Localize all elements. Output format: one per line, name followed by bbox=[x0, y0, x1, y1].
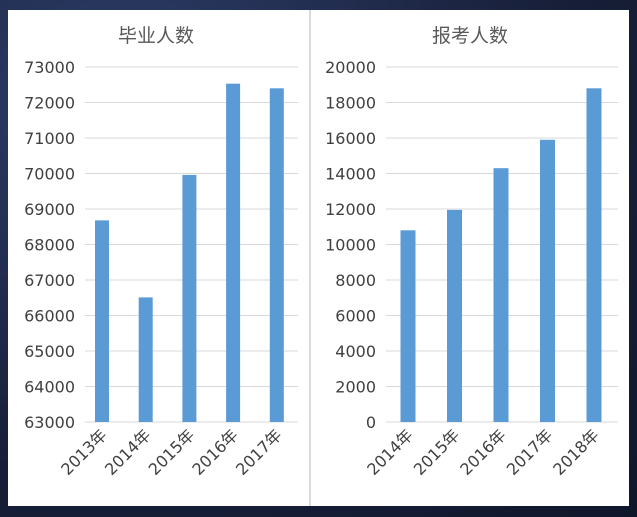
applicants-bar bbox=[400, 230, 416, 422]
applicants-bar bbox=[540, 139, 555, 422]
graduates-y-tick-label: 65000 bbox=[24, 342, 75, 361]
applicants-x-tick-label: 2018年 bbox=[549, 425, 603, 479]
applicants-y-tick-label: 10000 bbox=[325, 236, 376, 255]
applicants-y-tick-label: 20000 bbox=[325, 58, 376, 77]
graduates-y-tick-label: 72000 bbox=[24, 94, 75, 113]
graduates-x-tick-label: 2017年 bbox=[232, 425, 286, 479]
chart-panel-graduates bbox=[8, 10, 309, 506]
chart-title-graduates: 毕业人数 bbox=[118, 25, 194, 47]
applicants-y-tick-label: 6000 bbox=[335, 307, 376, 326]
applicants-y-tick-label: 8000 bbox=[335, 271, 376, 290]
graduates-x-tick-label: 2013年 bbox=[57, 425, 111, 479]
applicants-x-tick-label: 2017年 bbox=[503, 425, 557, 479]
graduates-x-tick-label: 2015年 bbox=[145, 425, 199, 479]
graduates-bar bbox=[95, 220, 109, 422]
applicants-y-tick-label: 0 bbox=[366, 413, 376, 432]
graduates-y-tick-label: 73000 bbox=[24, 58, 75, 77]
graduates-bar bbox=[138, 297, 153, 422]
graduates-x-tick-label: 2016年 bbox=[188, 425, 242, 479]
applicants-bar bbox=[586, 88, 602, 423]
graduates-y-tick-label: 64000 bbox=[24, 378, 75, 397]
applicants-y-tick-label: 4000 bbox=[335, 342, 376, 361]
applicants-y-tick-label: 14000 bbox=[325, 165, 376, 184]
graduates-bar bbox=[269, 88, 284, 423]
chart-panel-applicants bbox=[311, 10, 629, 506]
graduates-y-tick-label: 68000 bbox=[24, 236, 75, 255]
applicants-y-tick-label: 16000 bbox=[325, 129, 376, 148]
applicants-y-tick-label: 18000 bbox=[325, 94, 376, 113]
panel-divider bbox=[309, 10, 311, 506]
graduates-y-tick-label: 71000 bbox=[24, 129, 75, 148]
graduates-y-tick-label: 67000 bbox=[24, 271, 75, 290]
applicants-x-tick-label: 2015年 bbox=[410, 425, 464, 479]
graduates-bar bbox=[226, 83, 241, 422]
graduates-x-tick-label: 2014年 bbox=[101, 425, 155, 479]
graduates-y-tick-label: 69000 bbox=[24, 200, 75, 219]
applicants-bar bbox=[493, 168, 509, 422]
graduates-bar bbox=[182, 174, 197, 422]
applicants-x-tick-label: 2016年 bbox=[456, 425, 510, 479]
applicants-y-tick-label: 2000 bbox=[335, 378, 376, 397]
chart-title-applicants: 报考人数 bbox=[432, 25, 508, 47]
applicants-x-tick-label: 2014年 bbox=[363, 425, 417, 479]
applicants-bar bbox=[447, 209, 462, 422]
applicants-y-tick-label: 12000 bbox=[325, 200, 376, 219]
graduates-y-tick-label: 70000 bbox=[24, 165, 75, 184]
graduates-y-tick-label: 66000 bbox=[24, 307, 75, 326]
graduates-y-tick-label: 63000 bbox=[24, 413, 75, 432]
